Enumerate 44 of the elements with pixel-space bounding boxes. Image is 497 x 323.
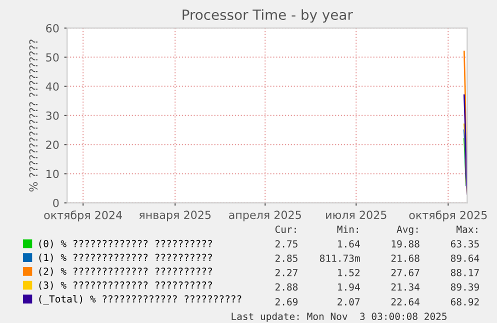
x-tick-label: января 2025 [139,210,211,222]
text: 27.67 [391,268,420,276]
chart-title: Processor Time - by year [182,9,353,23]
text: Cur: [275,226,296,234]
y-tick-label: 20 [46,140,59,149]
text: 21.68 [391,254,420,262]
text: 21.34 [391,283,420,291]
legend-label: (_Total) % ????????????? ?????????? [39,295,242,305]
x-tick-label: октября 2024 [44,210,122,222]
legend-label: (0) % ????????????? ?????????? [39,240,212,248]
x-tick-label: апреля 2025 [229,210,301,222]
y-tick-label: 10 [46,170,59,178]
text: Min: [337,225,358,233]
legend-label: (1) % ????????????? ?????????? [39,254,212,262]
text: 2.07 [338,298,360,306]
x-tick-label: июля 2025 [326,210,386,220]
y-tick-label: 0 [53,198,59,208]
y-axis-title: % ????????????? ?????????? [29,40,38,192]
text: 89.39 [450,283,479,291]
legend-label: (3) % ????????????? ?????????? [39,281,212,290]
text: 68.92 [450,298,479,306]
text: 22.64 [391,298,420,306]
y-tick-label: 30 [46,111,59,120]
text: 2.75 [276,240,298,248]
text: 1.94 [338,283,360,291]
text: 811.73m [320,254,360,262]
text: 1.52 [338,268,360,276]
text: Last update: Mon Nov 3 03:00:08 2025 [232,312,447,322]
text: Avg: [396,226,418,235]
y-tick-label: 50 [46,53,59,62]
text: 2.85 [276,254,298,262]
text: 89.64 [450,254,480,262]
text: 2.69 [276,298,298,306]
legend-label: (2) % ????????????? ?????????? [39,267,212,276]
text: 88.17 [450,268,479,276]
x-tick-label: октября 2025 [409,210,487,222]
text: 1.64 [338,240,360,248]
text: Max: [456,226,478,234]
text: 19.88 [392,240,420,248]
text: 2.88 [276,283,298,291]
text: 2.27 [276,268,298,276]
text: 63.35 [450,240,479,248]
y-tick-label: 40 [46,82,59,91]
y-tick-label: 60 [46,24,59,32]
